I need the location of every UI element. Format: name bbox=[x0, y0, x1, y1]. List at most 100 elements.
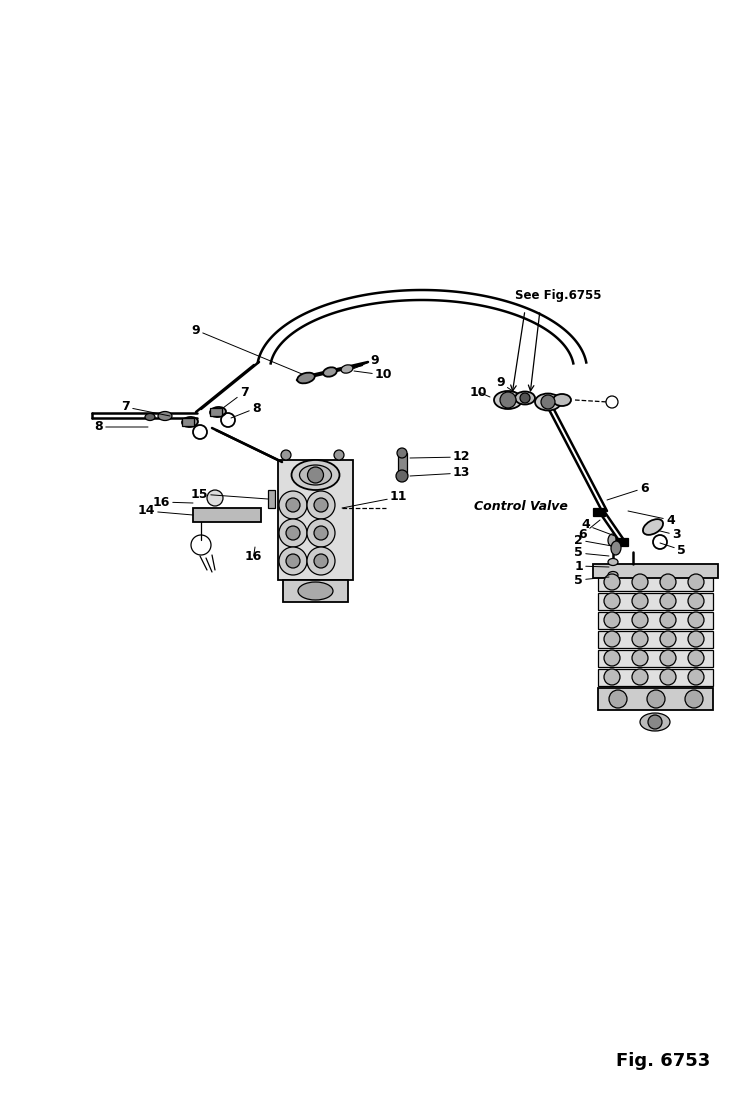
Circle shape bbox=[314, 554, 328, 568]
Bar bbox=[598, 669, 713, 686]
Circle shape bbox=[647, 690, 665, 708]
Text: 16: 16 bbox=[245, 547, 262, 563]
Bar bbox=[593, 508, 605, 516]
Circle shape bbox=[279, 491, 307, 519]
Circle shape bbox=[632, 612, 648, 627]
Text: 10: 10 bbox=[354, 369, 392, 382]
Bar bbox=[598, 688, 713, 710]
Circle shape bbox=[660, 631, 676, 647]
Bar bbox=[598, 593, 713, 610]
Ellipse shape bbox=[297, 373, 315, 383]
Circle shape bbox=[307, 547, 335, 575]
Circle shape bbox=[286, 525, 300, 540]
Bar bbox=[268, 490, 275, 508]
Circle shape bbox=[685, 690, 703, 708]
Circle shape bbox=[660, 612, 676, 627]
Text: 9: 9 bbox=[348, 353, 379, 371]
Ellipse shape bbox=[608, 572, 618, 578]
Circle shape bbox=[604, 651, 620, 666]
Ellipse shape bbox=[515, 392, 535, 405]
Circle shape bbox=[279, 519, 307, 547]
Text: 7: 7 bbox=[223, 385, 249, 408]
Ellipse shape bbox=[640, 713, 670, 731]
Text: 1: 1 bbox=[574, 559, 609, 573]
Ellipse shape bbox=[608, 558, 618, 565]
Bar bbox=[182, 418, 194, 426]
Text: 14: 14 bbox=[138, 505, 193, 518]
Circle shape bbox=[286, 554, 300, 568]
Bar bbox=[598, 574, 713, 591]
Ellipse shape bbox=[610, 581, 619, 587]
Ellipse shape bbox=[145, 414, 155, 420]
Text: 16: 16 bbox=[153, 496, 193, 509]
Ellipse shape bbox=[300, 465, 332, 485]
Bar bbox=[283, 580, 348, 602]
Text: 3: 3 bbox=[648, 528, 681, 542]
Text: 15: 15 bbox=[190, 487, 268, 500]
Text: Fig. 6753: Fig. 6753 bbox=[616, 1052, 710, 1070]
Text: 8: 8 bbox=[231, 402, 261, 418]
Text: 4: 4 bbox=[628, 511, 675, 527]
Circle shape bbox=[314, 525, 328, 540]
Text: 5: 5 bbox=[574, 574, 609, 587]
Ellipse shape bbox=[158, 411, 172, 420]
Text: 4: 4 bbox=[581, 519, 615, 536]
Ellipse shape bbox=[291, 460, 339, 490]
Circle shape bbox=[604, 593, 620, 609]
Ellipse shape bbox=[553, 394, 571, 406]
Circle shape bbox=[688, 651, 704, 666]
Text: 9: 9 bbox=[496, 376, 516, 393]
Bar bbox=[278, 460, 353, 580]
Text: 12: 12 bbox=[410, 451, 470, 464]
Circle shape bbox=[632, 574, 648, 590]
Bar bbox=[593, 564, 718, 578]
Circle shape bbox=[281, 450, 291, 460]
Circle shape bbox=[307, 491, 335, 519]
Bar bbox=[193, 508, 261, 522]
Text: 11: 11 bbox=[342, 490, 407, 508]
Bar bbox=[398, 453, 407, 475]
Circle shape bbox=[648, 715, 662, 730]
Circle shape bbox=[604, 631, 620, 647]
Ellipse shape bbox=[323, 367, 337, 376]
Ellipse shape bbox=[210, 407, 226, 417]
Text: See Fig.6755: See Fig.6755 bbox=[515, 289, 601, 302]
Ellipse shape bbox=[182, 417, 198, 427]
Circle shape bbox=[688, 574, 704, 590]
Circle shape bbox=[632, 669, 648, 685]
Text: 7: 7 bbox=[121, 400, 170, 416]
Text: 5: 5 bbox=[574, 546, 609, 559]
Circle shape bbox=[396, 470, 408, 482]
Circle shape bbox=[688, 669, 704, 685]
Circle shape bbox=[604, 669, 620, 685]
Circle shape bbox=[660, 574, 676, 590]
Text: 10: 10 bbox=[470, 385, 490, 398]
Ellipse shape bbox=[298, 583, 333, 600]
Circle shape bbox=[688, 612, 704, 627]
Circle shape bbox=[334, 450, 344, 460]
Circle shape bbox=[604, 612, 620, 627]
Text: 6: 6 bbox=[607, 482, 649, 500]
Ellipse shape bbox=[643, 519, 663, 535]
Circle shape bbox=[688, 631, 704, 647]
Text: 8: 8 bbox=[94, 420, 148, 433]
Circle shape bbox=[308, 467, 324, 483]
Text: Control Valve: Control Valve bbox=[473, 500, 568, 513]
Circle shape bbox=[632, 651, 648, 666]
Circle shape bbox=[397, 448, 407, 459]
Ellipse shape bbox=[608, 534, 616, 546]
Circle shape bbox=[286, 498, 300, 512]
Circle shape bbox=[541, 395, 555, 409]
Ellipse shape bbox=[494, 391, 522, 409]
Ellipse shape bbox=[535, 394, 561, 410]
Ellipse shape bbox=[341, 365, 353, 373]
Circle shape bbox=[500, 392, 516, 408]
Ellipse shape bbox=[611, 541, 621, 555]
Circle shape bbox=[660, 593, 676, 609]
Text: 5: 5 bbox=[660, 543, 686, 556]
Bar bbox=[616, 538, 628, 546]
Text: 6: 6 bbox=[578, 520, 600, 541]
Circle shape bbox=[660, 669, 676, 685]
Circle shape bbox=[660, 651, 676, 666]
Circle shape bbox=[688, 593, 704, 609]
